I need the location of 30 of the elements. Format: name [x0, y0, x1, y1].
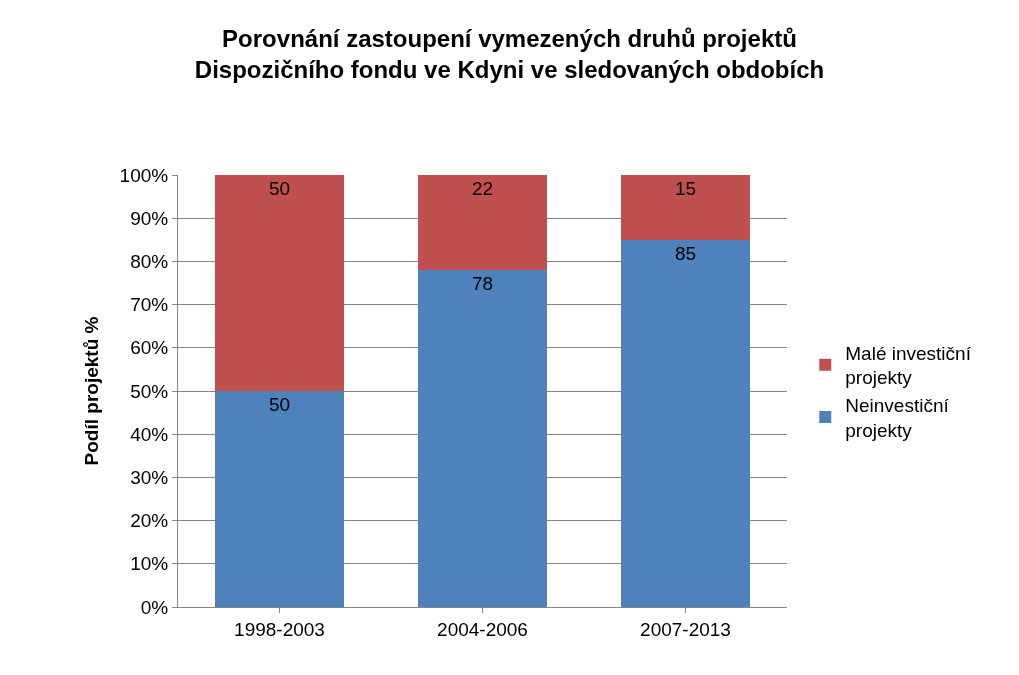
- bar: [620, 175, 751, 240]
- y-tick-label: 100%: [119, 164, 169, 186]
- bar: [214, 175, 345, 391]
- y-tick-label: 20%: [130, 510, 169, 532]
- y-tick-label: 0%: [140, 596, 169, 618]
- y-tick-label: 50%: [130, 380, 169, 402]
- x-tick-label: 2007-2013: [640, 618, 731, 640]
- bar: [417, 175, 548, 271]
- data-label: 22: [471, 178, 494, 199]
- y-tick-label: 70%: [130, 294, 169, 316]
- data-label: 50: [268, 178, 291, 199]
- y-tick-label: 40%: [130, 423, 169, 445]
- bar: [417, 270, 548, 607]
- bar: [620, 239, 751, 607]
- chart-title: Porovnání zastoupení vymezených druhů projektů Dispozičního fondu ve Kdyni ve sledovaných obdobích: [194, 25, 825, 84]
- legend-label: Malé investiční projekty: [845, 342, 972, 389]
- y-tick-label: 10%: [130, 553, 169, 575]
- x-tick-label: 2004-2006: [437, 618, 528, 640]
- y-tick-label: 60%: [130, 337, 169, 359]
- y-tick-label: 80%: [130, 251, 169, 273]
- data-label: 85: [674, 242, 697, 264]
- y-axis-title: Podíl projektů %: [81, 316, 103, 466]
- data-label: 15: [674, 178, 697, 199]
- data-label: 78: [471, 273, 494, 295]
- data-label: 50: [268, 394, 291, 415]
- legend-label: Neinvestiční projekty: [845, 395, 950, 441]
- y-tick-label: 90%: [130, 207, 169, 229]
- bar: [214, 391, 345, 607]
- y-tick-label: 30%: [130, 467, 169, 489]
- x-tick-label: 1998-2003: [234, 618, 325, 640]
